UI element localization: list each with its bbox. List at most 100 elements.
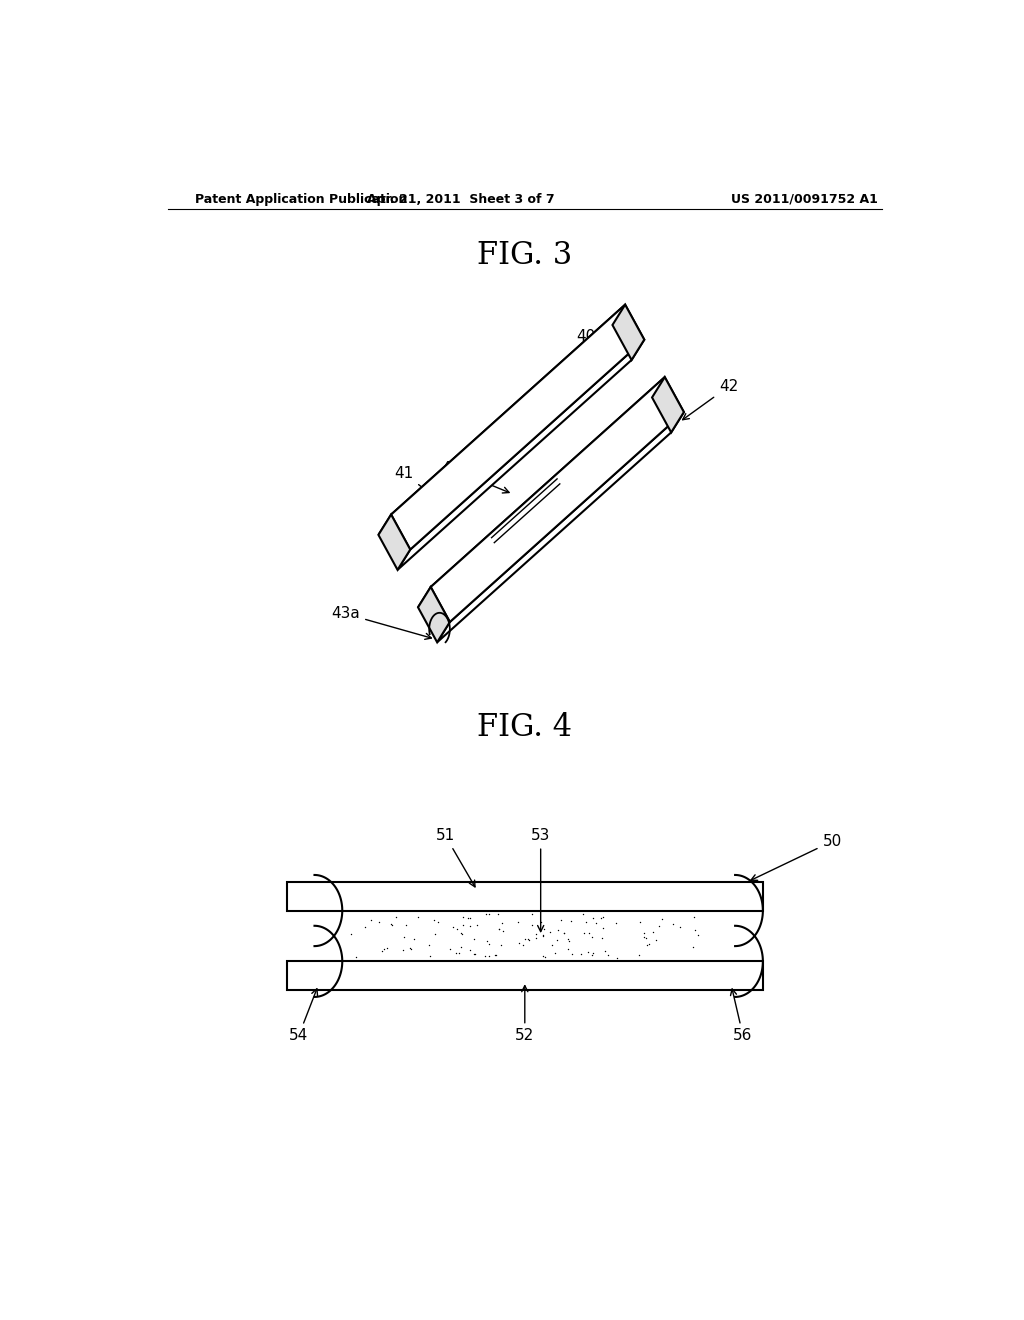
Text: US 2011/0091752 A1: US 2011/0091752 A1	[731, 193, 878, 206]
Point	[357, 916, 374, 937]
Point	[454, 924, 470, 945]
Text: 51: 51	[436, 829, 475, 887]
Point	[555, 923, 571, 944]
Point	[654, 908, 671, 929]
Text: 56: 56	[730, 989, 753, 1043]
Point	[410, 906, 426, 927]
Point	[588, 912, 604, 933]
Point	[451, 942, 467, 964]
Point	[397, 915, 414, 936]
Point	[585, 942, 601, 964]
Point	[594, 927, 610, 948]
Point	[550, 919, 566, 940]
Point	[427, 923, 443, 944]
Point	[560, 928, 577, 949]
Point	[536, 925, 552, 946]
Point	[374, 940, 390, 961]
Point	[584, 927, 600, 948]
Point	[466, 929, 482, 950]
Polygon shape	[287, 882, 763, 911]
Text: FIG. 3: FIG. 3	[477, 240, 572, 271]
Point	[665, 913, 681, 935]
Polygon shape	[397, 339, 644, 570]
Point	[343, 924, 359, 945]
Point	[542, 921, 558, 942]
Polygon shape	[342, 911, 708, 961]
Point	[442, 939, 459, 960]
Point	[487, 944, 504, 965]
Point	[376, 939, 392, 960]
Point	[608, 912, 625, 933]
Point	[514, 935, 530, 956]
Text: 50: 50	[751, 834, 842, 880]
Point	[371, 912, 387, 933]
Text: 43a: 43a	[332, 606, 431, 639]
Point	[449, 919, 465, 940]
Point	[496, 921, 512, 942]
Polygon shape	[379, 305, 626, 535]
Point	[429, 911, 445, 932]
Polygon shape	[418, 587, 450, 643]
Text: 43: 43	[441, 461, 509, 492]
Point	[466, 944, 482, 965]
Point	[636, 927, 652, 948]
Point	[421, 935, 437, 956]
Point	[462, 907, 478, 928]
Point	[490, 917, 507, 939]
Point	[562, 911, 579, 932]
Point	[362, 909, 379, 931]
Point	[595, 907, 611, 928]
Text: FIG. 4: FIG. 4	[477, 713, 572, 743]
Point	[582, 923, 598, 944]
Point	[382, 913, 398, 935]
Point	[527, 928, 544, 949]
Polygon shape	[612, 305, 644, 360]
Point	[449, 942, 465, 964]
Polygon shape	[418, 378, 665, 607]
Text: 42: 42	[683, 379, 738, 420]
Point	[524, 904, 541, 925]
Point	[453, 923, 469, 944]
Point	[544, 935, 560, 956]
Point	[486, 944, 503, 965]
Polygon shape	[379, 515, 411, 570]
Point	[640, 933, 656, 954]
Point	[493, 935, 509, 956]
Point	[561, 931, 578, 952]
Point	[511, 933, 527, 954]
Point	[686, 907, 702, 928]
Point	[467, 944, 483, 965]
Point	[395, 940, 412, 961]
Point	[631, 944, 647, 965]
Point	[684, 936, 700, 957]
Point	[608, 948, 625, 969]
Polygon shape	[437, 412, 684, 643]
Point	[490, 917, 507, 939]
Point	[481, 904, 498, 925]
Point	[520, 929, 537, 950]
Point	[593, 907, 609, 928]
Point	[585, 907, 601, 928]
Point	[455, 907, 471, 928]
Text: Patent Application Publication: Patent Application Publication	[196, 193, 408, 206]
Point	[532, 911, 549, 932]
Point	[584, 945, 600, 966]
Point	[573, 944, 590, 965]
Point	[556, 923, 572, 944]
Polygon shape	[431, 378, 684, 622]
Point	[560, 939, 577, 960]
Polygon shape	[391, 305, 644, 549]
Point	[523, 915, 540, 936]
Point	[549, 929, 565, 950]
Text: 53: 53	[531, 829, 550, 932]
Point	[478, 903, 495, 924]
Point	[479, 931, 496, 952]
Point	[388, 907, 404, 928]
Point	[672, 916, 688, 937]
Point	[535, 946, 551, 968]
Point	[406, 928, 422, 949]
Point	[632, 912, 648, 933]
Point	[444, 916, 461, 937]
Point	[578, 911, 594, 932]
Text: 41: 41	[394, 466, 446, 506]
